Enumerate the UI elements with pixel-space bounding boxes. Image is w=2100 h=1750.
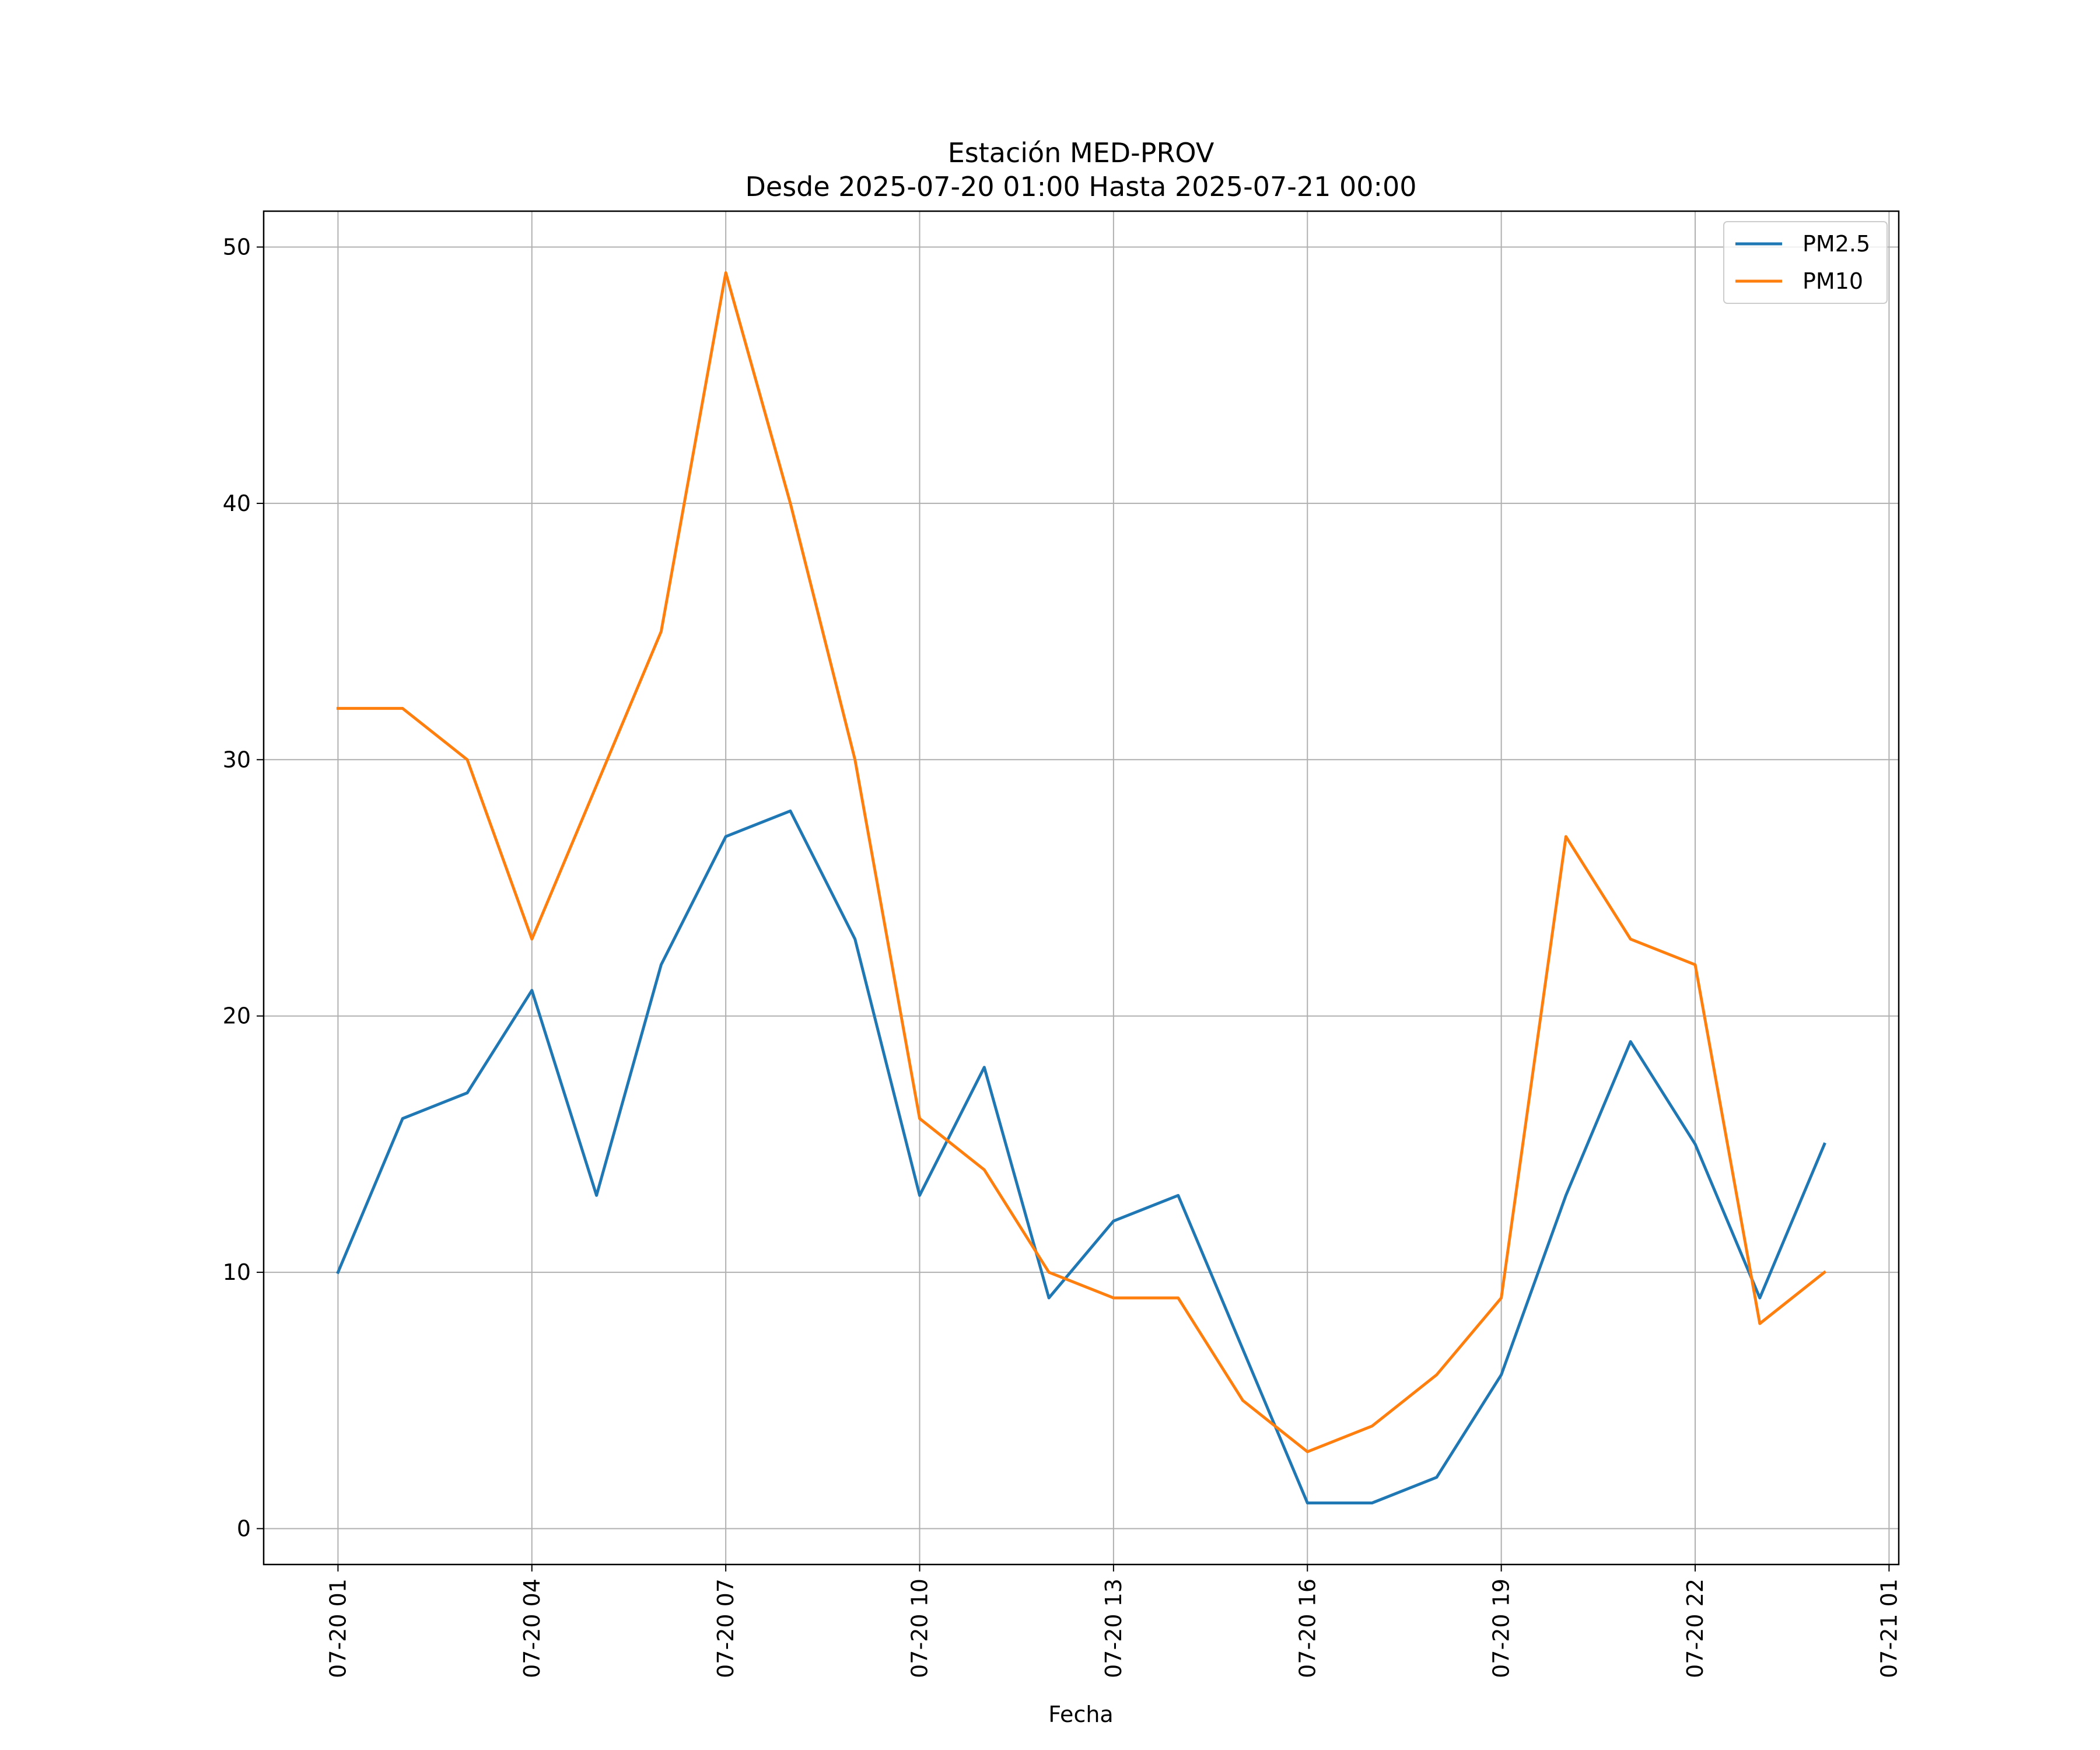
- axes: 0 10 20 30 40 50 07-20 01 07-20 04 07-20 07 07-20…: [223, 210, 1902, 1678]
- legend: PM2.5 PM10: [1723, 221, 1888, 304]
- x-tick-label: 07-20 01: [325, 1578, 351, 1678]
- gridlines: [264, 211, 1899, 1564]
- y-tick-label: 0: [237, 1516, 251, 1541]
- y-tick-label: 50: [223, 235, 251, 260]
- y-tick-label: 10: [223, 1259, 251, 1285]
- x-tick-label: 07-20 10: [907, 1578, 933, 1678]
- series-lines: [336, 271, 1827, 1504]
- x-tick-label: 07-20 04: [519, 1578, 545, 1678]
- x-tick-label: 07-20 19: [1489, 1578, 1514, 1678]
- y-tick-label: 20: [223, 1003, 251, 1029]
- y-tick-label: 40: [223, 491, 251, 516]
- x-tick-label: 07-20 16: [1294, 1578, 1320, 1678]
- x-axis-label: Fecha: [1048, 1702, 1113, 1727]
- x-tick-label: 07-21 01: [1876, 1578, 1902, 1678]
- legend-label-pm25: PM2.5: [1803, 231, 1870, 257]
- legend-label-pm10: PM10: [1803, 268, 1863, 294]
- series-line-pm25: [336, 809, 1826, 1504]
- chart-subtitle: Desde 2025-07-20 01:00 Hasta 2025-07-21 …: [745, 171, 1416, 202]
- x-tick-label: 07-20 07: [713, 1578, 738, 1678]
- x-tick-label: 07-20 13: [1101, 1578, 1126, 1678]
- y-tick-label: 30: [223, 747, 251, 772]
- chart-title: Estación MED-PROV: [948, 137, 1214, 169]
- legend-box: [1723, 221, 1888, 304]
- x-tick-label: 07-20 22: [1682, 1578, 1708, 1678]
- plot-frame: [262, 210, 1900, 1566]
- series-line-pm10: [336, 271, 1827, 1454]
